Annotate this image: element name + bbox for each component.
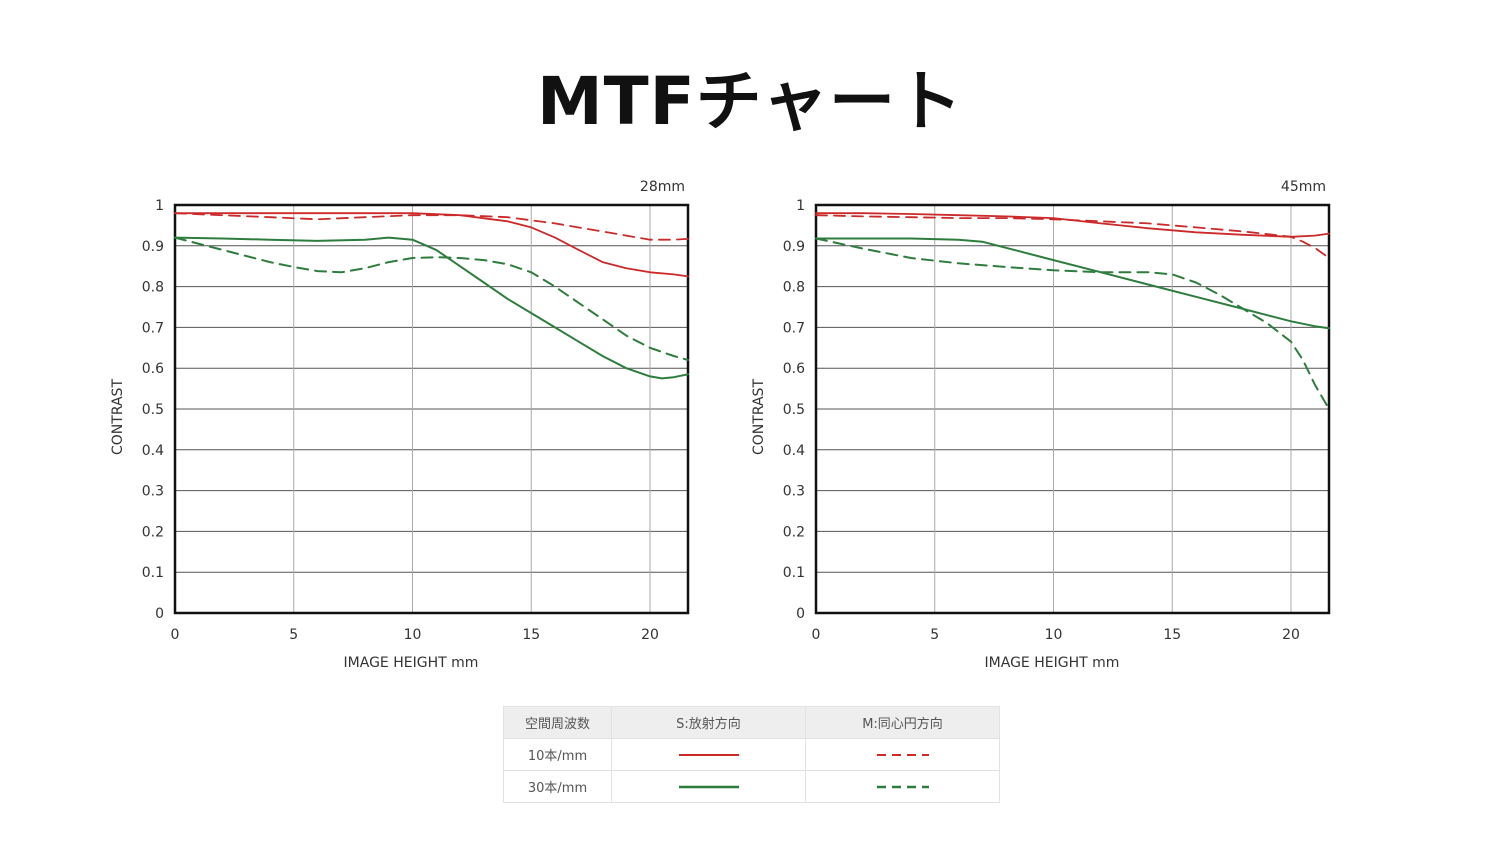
series-line <box>174 236 689 361</box>
y-axis-label: CONTRAST <box>110 379 126 455</box>
legend-table: 空間周波数 S:放射方向 M:同心円方向 10本/mm 30本/mm <box>503 706 1000 803</box>
series-line <box>174 236 689 380</box>
y-tick-label: 0.8 <box>783 280 805 296</box>
plot-frame <box>173 203 690 615</box>
y-tick-label: 0.3 <box>142 484 164 500</box>
legend-row-10: 10本/mm <box>503 738 1000 771</box>
series-line <box>174 212 689 278</box>
legend-row-label: 10本/mm <box>503 738 612 771</box>
x-tick-label: 15 <box>522 627 540 643</box>
x-tick-label: 0 <box>171 627 180 643</box>
mtf-chart-45mm: 00.10.20.30.40.50.60.70.80.910 5 10 15 2045m… <box>751 179 1331 671</box>
y-tick-label: 0.4 <box>142 443 164 459</box>
x-tick-label: 20 <box>1282 627 1300 643</box>
y-tick-label: 0 <box>796 606 805 622</box>
y-tick-label: 0.6 <box>142 361 164 377</box>
y-tick-label: 0.4 <box>783 443 805 459</box>
y-tick-label: 0.2 <box>783 524 805 540</box>
y-tick-label: 0.6 <box>783 361 805 377</box>
series-line <box>815 237 1330 330</box>
y-tick-label: 1 <box>796 198 805 214</box>
x-tick-label: 15 <box>1163 627 1181 643</box>
legend-header-sagittal: S:放射方向 <box>611 706 806 739</box>
series-line <box>815 214 1330 259</box>
y-tick-label: 0.7 <box>783 320 805 336</box>
y-tick-label: 0 <box>155 606 164 622</box>
y-tick-label: 0.2 <box>142 524 164 540</box>
x-tick-label: 10 <box>404 627 422 643</box>
series-line <box>815 237 1330 410</box>
x-tick-label: 0 <box>812 627 821 643</box>
series-line <box>174 212 689 241</box>
y-tick-label: 0.3 <box>783 484 805 500</box>
y-tick-label: 1 <box>155 198 164 214</box>
y-tick-label: 0.5 <box>783 402 805 418</box>
x-axis-label: IMAGE HEIGHT mm <box>985 655 1120 671</box>
x-tick-label: 5 <box>930 627 939 643</box>
plot-frame <box>814 203 1331 615</box>
legend-header-frequency: 空間周波数 <box>503 706 612 739</box>
y-axis-label: CONTRAST <box>751 379 767 455</box>
y-tick-label: 0.9 <box>142 239 164 255</box>
legend-header-row: 空間周波数 S:放射方向 M:同心円方向 <box>503 706 1000 739</box>
x-axis-label: IMAGE HEIGHT mm <box>344 655 479 671</box>
chart-subtitle: 28mm <box>640 179 685 195</box>
legend-sample-10-solid <box>611 738 806 771</box>
legend-row-30: 30本/mm <box>503 770 1000 803</box>
legend-sample-30-dashed <box>805 770 1000 803</box>
chart-subtitle: 45mm <box>1281 179 1326 195</box>
x-tick-label: 5 <box>289 627 298 643</box>
y-tick-label: 0.1 <box>142 565 164 581</box>
y-tick-label: 0.1 <box>783 565 805 581</box>
legend-row-label: 30本/mm <box>503 770 612 803</box>
legend-sample-30-solid <box>611 770 806 803</box>
y-tick-label: 0.8 <box>142 280 164 296</box>
legend-sample-10-dashed <box>805 738 1000 771</box>
y-tick-label: 0.7 <box>142 320 164 336</box>
y-tick-label: 0.9 <box>783 239 805 255</box>
mtf-chart-28mm: 00.10.20.30.40.50.60.70.80.910 5 10 15 2028m… <box>110 179 690 671</box>
x-tick-label: 20 <box>641 627 659 643</box>
x-tick-label: 10 <box>1045 627 1063 643</box>
page-title: MTFチャート <box>536 63 964 140</box>
legend-header-meridional: M:同心円方向 <box>805 706 1000 739</box>
y-tick-label: 0.5 <box>142 402 164 418</box>
